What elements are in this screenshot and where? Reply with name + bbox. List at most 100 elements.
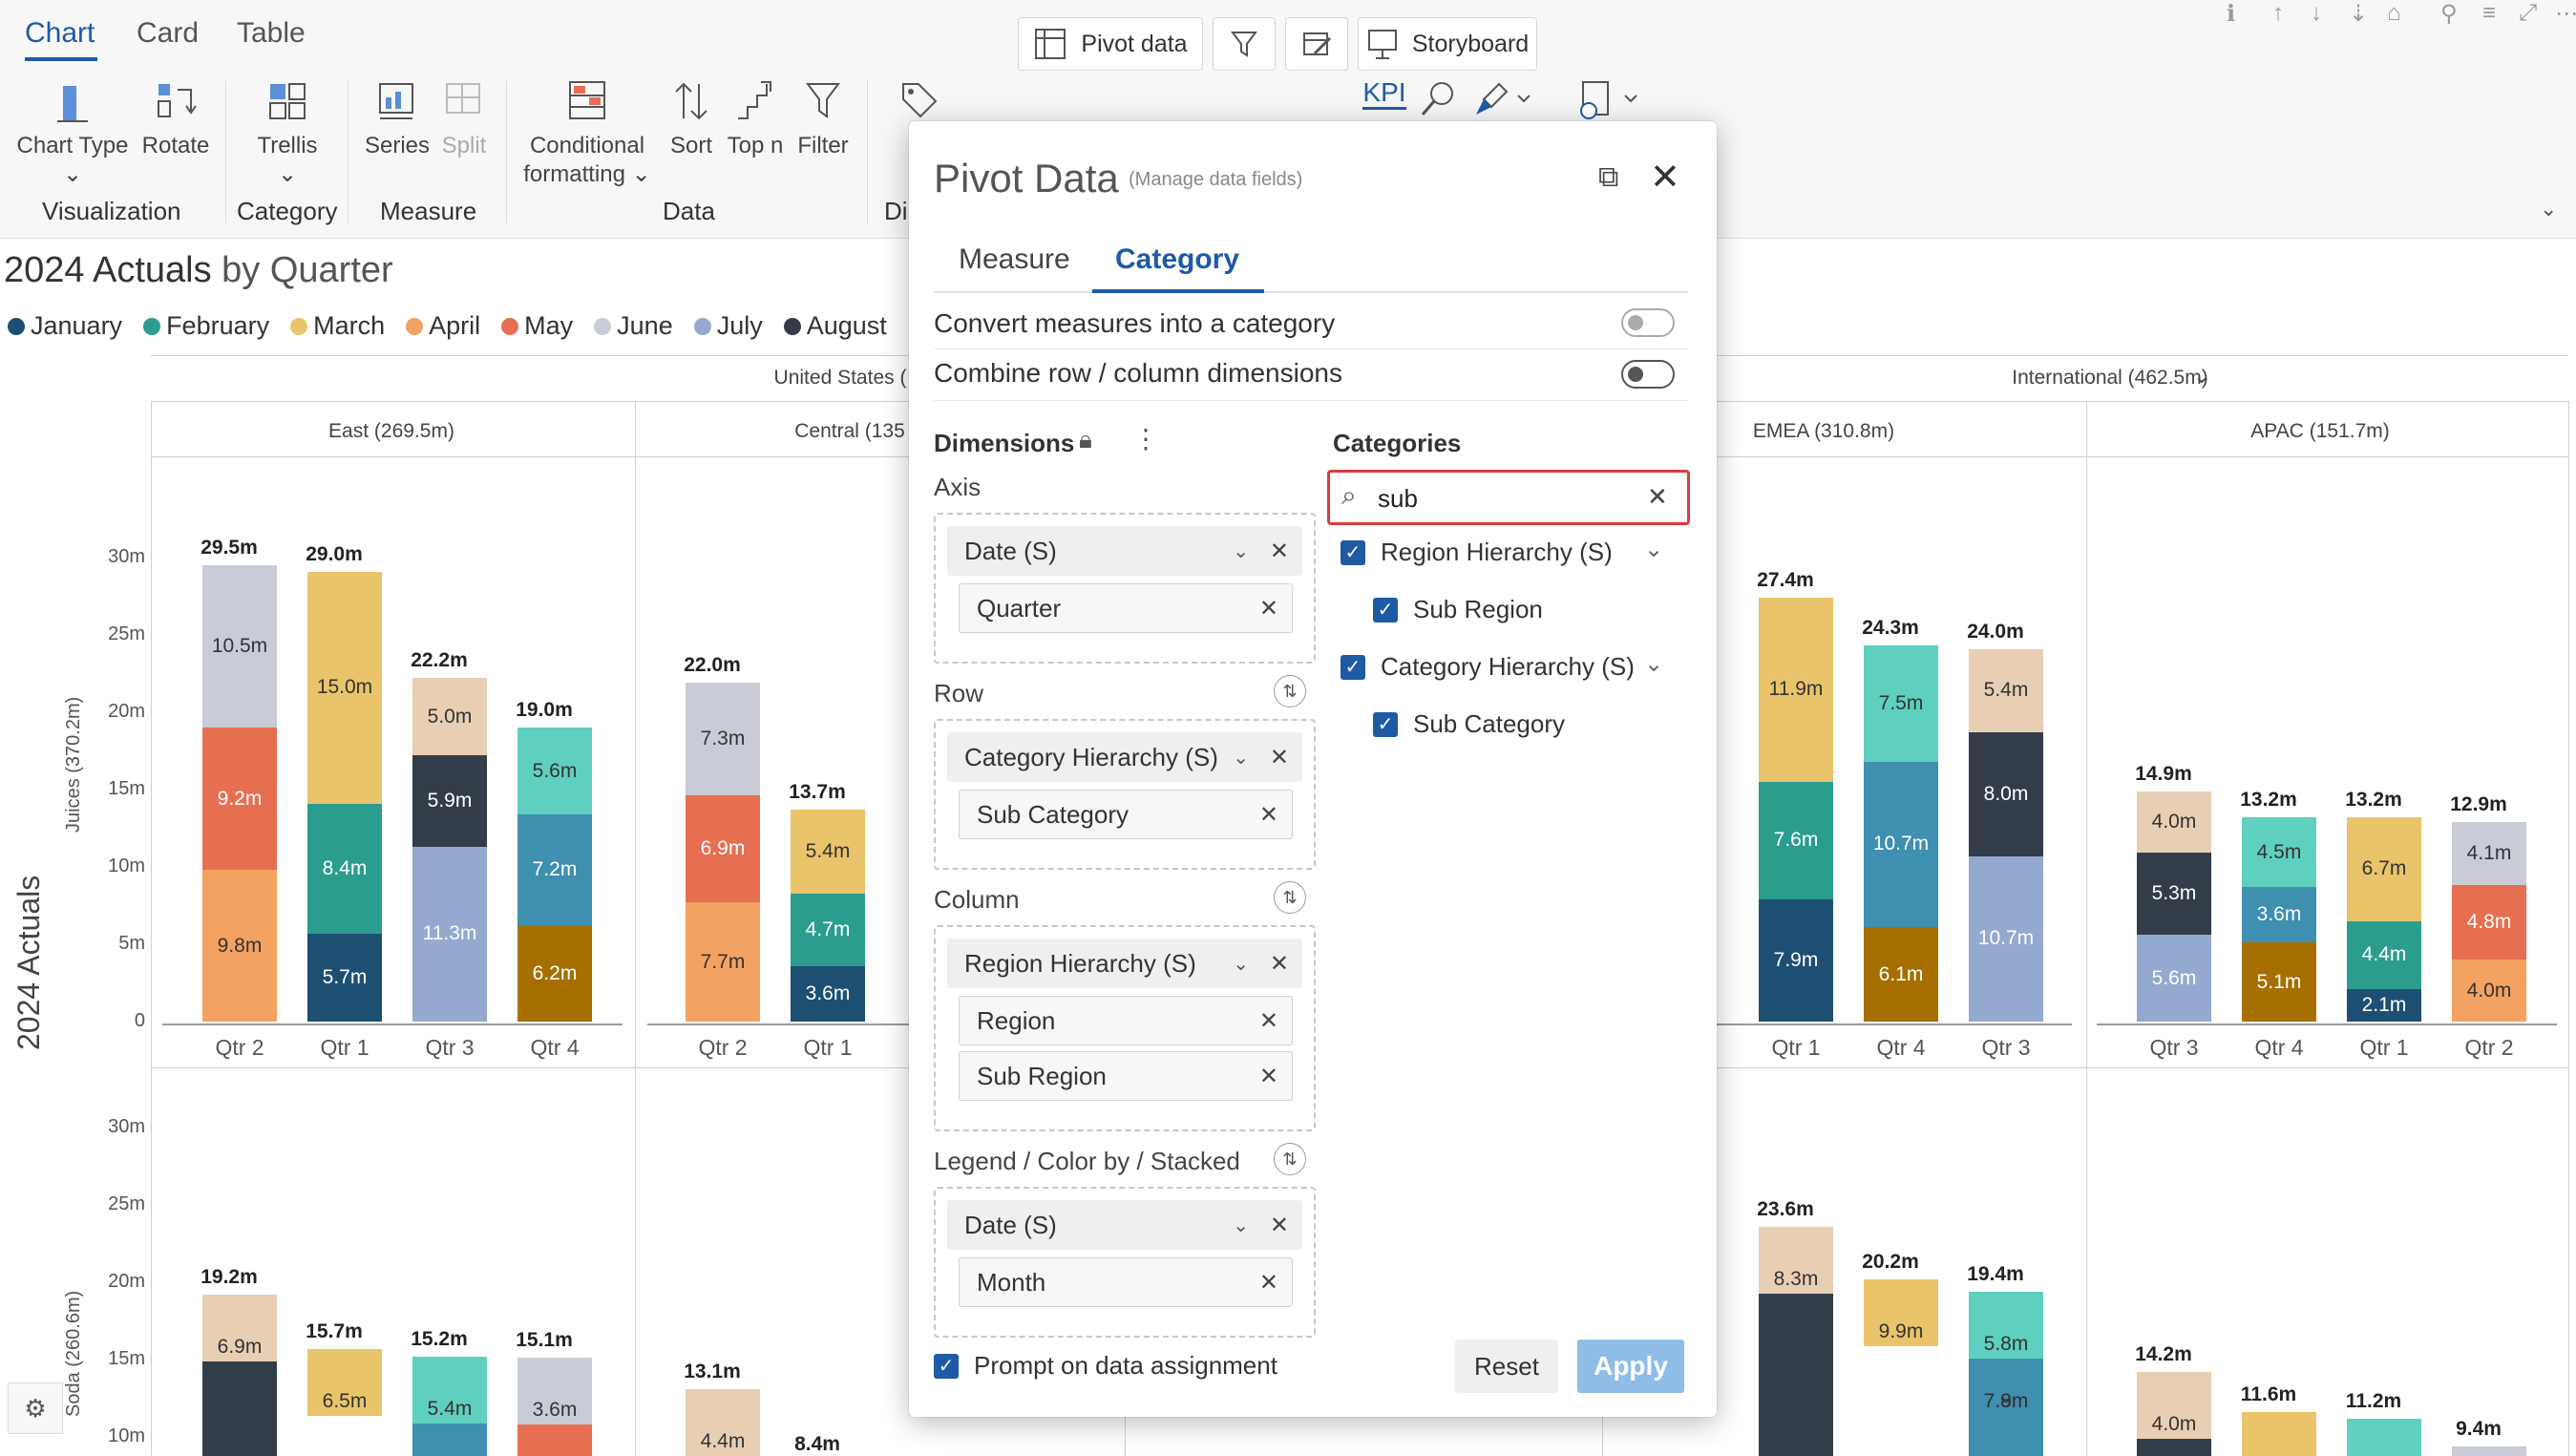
swap-icon[interactable]: ⇅: [1274, 675, 1306, 707]
category-item[interactable]: ✓ Sub Category: [1373, 709, 1565, 739]
chart-type-button[interactable]: Chart Type ⌄: [13, 78, 132, 189]
tab-table[interactable]: Table: [237, 17, 306, 49]
swap-icon[interactable]: ⇅: [1274, 1143, 1306, 1175]
popout-icon[interactable]: ⧉: [1598, 161, 1619, 193]
axis-level-chip[interactable]: Quarter ✕: [959, 583, 1293, 633]
ribbon-collapse-icon[interactable]: ⌄: [2540, 197, 2558, 221]
checkbox-checked-icon[interactable]: ✓: [934, 1353, 959, 1379]
bar-segment: 5.6m: [2137, 935, 2211, 1022]
checkbox-checked-icon[interactable]: ✓: [1341, 654, 1365, 680]
clear-search-icon[interactable]: ✕: [1647, 482, 1668, 511]
axis-dropzone[interactable]: Date (S) ⌄ ✕ Quarter ✕: [934, 513, 1316, 664]
legend-item[interactable]: January: [8, 311, 122, 341]
row-dropzone[interactable]: Category Hierarchy (S) ⌄ ✕ Sub Category ✕: [934, 719, 1316, 870]
menu-icon[interactable]: ≡: [2482, 0, 2497, 26]
tab-measure[interactable]: Measure: [959, 243, 1070, 275]
chevron-down-icon[interactable]: ⌄: [1644, 651, 1664, 677]
legend-item[interactable]: June: [594, 311, 673, 341]
dialog-subtitle: (Manage data fields): [1129, 169, 1303, 190]
category-item[interactable]: ✓ Category Hierarchy (S): [1341, 652, 1635, 682]
chevron-down-icon[interactable]: ⌄: [1233, 540, 1249, 562]
remove-icon[interactable]: ✕: [1258, 1007, 1278, 1034]
legend-item[interactable]: February: [143, 311, 269, 341]
edit-table-button[interactable]: [1285, 17, 1348, 71]
filter-button[interactable]: Filter: [792, 78, 854, 160]
column-field-chip[interactable]: Region Hierarchy (S) ⌄ ✕: [947, 939, 1302, 988]
category-item[interactable]: ✓ Region Hierarchy (S): [1341, 538, 1613, 567]
chevron-down-icon[interactable]: ⌄: [1233, 1214, 1249, 1236]
x-axis-baseline: [647, 1023, 955, 1025]
axis-field-chip[interactable]: Date (S) ⌄ ✕: [947, 526, 1302, 576]
arrow-down-icon[interactable]: ↓: [2311, 0, 2322, 26]
legend-item[interactable]: April: [406, 311, 480, 341]
column-level-chip[interactable]: Sub Region ✕: [959, 1051, 1293, 1101]
tab-category[interactable]: Category: [1115, 243, 1240, 275]
tab-chart[interactable]: Chart: [25, 17, 95, 49]
reset-button[interactable]: Reset: [1455, 1340, 1558, 1393]
sort-down-icon[interactable]: ⇣: [2349, 1, 2369, 27]
settings-corner-icon[interactable]: ⚙: [8, 1382, 63, 1434]
remove-icon[interactable]: ✕: [1269, 950, 1289, 977]
legend-item[interactable]: July: [693, 311, 763, 341]
expand-icon[interactable]: ⤢: [2519, 0, 2538, 26]
pivot-data-button[interactable]: Pivot data: [1018, 17, 1203, 71]
search-ribbon-button[interactable]: [1417, 78, 1459, 132]
checkbox-checked-icon[interactable]: ✓: [1373, 711, 1398, 737]
legend-field-chip[interactable]: Date (S) ⌄ ✕: [947, 1200, 1302, 1250]
legend-swatch: [8, 317, 25, 335]
apply-button[interactable]: Apply: [1577, 1340, 1684, 1393]
remove-icon[interactable]: ✕: [1269, 1212, 1289, 1238]
legend-item[interactable]: March: [290, 311, 385, 341]
prompt-checkbox-row[interactable]: ✓ Prompt on data assignment: [934, 1351, 1277, 1381]
bar-segment: [517, 1424, 592, 1456]
checkbox-checked-icon[interactable]: ✓: [1373, 597, 1398, 622]
chevron-down-icon[interactable]: ⌄: [1233, 747, 1249, 769]
legend-item[interactable]: May: [501, 311, 573, 341]
search-icon: ⌕: [1341, 480, 1357, 510]
swap-icon[interactable]: ⇅: [1274, 881, 1306, 914]
sort-button[interactable]: Sort: [665, 78, 718, 160]
search-input[interactable]: sub: [1378, 484, 1418, 513]
combine-dimensions-toggle[interactable]: [1621, 360, 1675, 389]
checkbox-checked-icon[interactable]: ✓: [1341, 539, 1365, 565]
kpi-button[interactable]: KPI: [1356, 77, 1413, 110]
category-search-box[interactable]: ⌕ sub ✕: [1327, 470, 1690, 525]
column-dropzone[interactable]: Region Hierarchy (S) ⌄ ✕ Region ✕ Sub Regio…: [934, 925, 1316, 1131]
remove-icon[interactable]: ✕: [1258, 595, 1278, 622]
legend-level-chip[interactable]: Month ✕: [959, 1257, 1293, 1307]
chevron-down-icon[interactable]: ⌄: [1233, 953, 1249, 975]
lock-icon[interactable]: 🔒︎: [1079, 425, 1092, 454]
column-level-chip[interactable]: Region ✕: [959, 996, 1293, 1045]
row-level-chip[interactable]: Sub Category ✕: [959, 790, 1293, 839]
remove-icon[interactable]: ✕: [1258, 1063, 1278, 1089]
trellis-button[interactable]: Trellis ⌄: [244, 78, 330, 189]
remove-icon[interactable]: ✕: [1269, 538, 1289, 564]
legend-dropzone[interactable]: Date (S) ⌄ ✕ Month ✕: [934, 1187, 1316, 1338]
series-button[interactable]: Series: [363, 78, 432, 160]
split-button[interactable]: Split: [435, 78, 493, 160]
category-item[interactable]: ✓ Sub Region: [1373, 595, 1543, 624]
filter-top-button[interactable]: [1213, 17, 1276, 71]
row-field-chip[interactable]: Category Hierarchy (S) ⌄ ✕: [947, 732, 1302, 782]
pin-icon[interactable]: ⚲: [2440, 1, 2458, 27]
top-n-button[interactable]: Top n: [722, 78, 789, 160]
arrow-up-icon[interactable]: ↑: [2272, 0, 2284, 26]
tab-card[interactable]: Card: [137, 17, 200, 49]
info-icon[interactable]: ℹ: [2227, 1, 2236, 27]
settings-ribbon-button[interactable]: [1573, 78, 1650, 132]
rotate-button[interactable]: Rotate: [136, 78, 216, 160]
more-vertical-icon[interactable]: ⋮: [1132, 424, 1159, 454]
chevron-down-icon[interactable]: ⌄: [1644, 537, 1664, 562]
convert-measures-toggle[interactable]: [1621, 308, 1675, 337]
legend-item[interactable]: August: [783, 311, 887, 341]
remove-icon[interactable]: ✕: [1269, 744, 1289, 770]
paint-button[interactable]: [1470, 78, 1537, 132]
lock-small-icon[interactable]: ⌂: [2387, 0, 2401, 26]
close-icon[interactable]: ✕: [1650, 158, 1680, 198]
remove-icon[interactable]: ✕: [1258, 1269, 1278, 1296]
data-label-button[interactable]: [897, 78, 940, 132]
storyboard-button[interactable]: Storyboard: [1358, 17, 1537, 71]
more-icon[interactable]: ⋯: [2555, 1, 2576, 27]
conditional-formatting-button[interactable]: Conditional formatting ⌄: [516, 78, 659, 189]
remove-icon[interactable]: ✕: [1258, 801, 1278, 828]
